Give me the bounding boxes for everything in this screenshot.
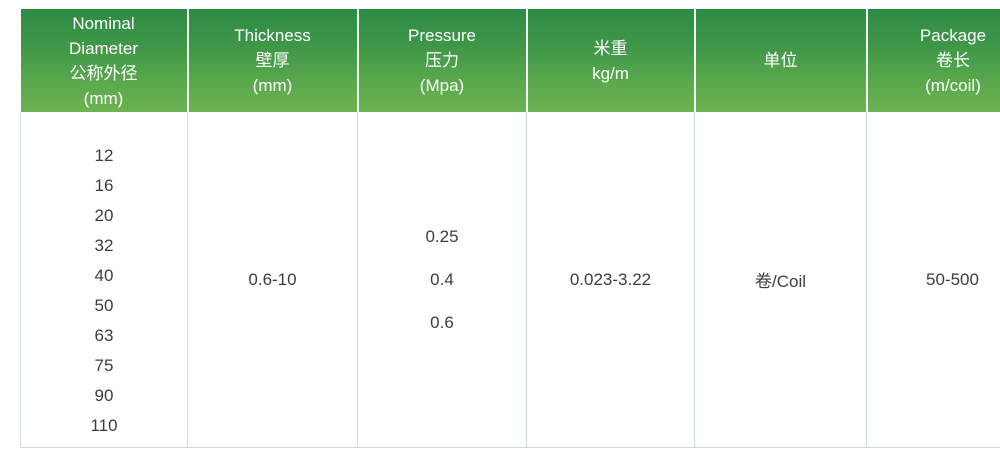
header-line-zh: 单位 <box>763 51 798 70</box>
list-item: 20 <box>94 205 114 225</box>
thickness-value: 0.6-10 <box>248 269 297 289</box>
header-line-zh: 压力 <box>425 51 459 70</box>
list-item: 32 <box>94 235 114 255</box>
list-item: 63 <box>94 325 114 345</box>
weight-per-meter-value: 0.023-3.22 <box>569 269 652 289</box>
list-item: 90 <box>94 385 114 405</box>
table-header-row: Nominal Diameter 公称外径 (mm) Thickness 壁厚 … <box>20 9 1000 112</box>
header-line-unit: (mm) <box>252 76 293 95</box>
specification-table: Nominal Diameter 公称外径 (mm) Thickness 壁厚 … <box>20 9 1000 448</box>
header-line-unit: (Mpa) <box>419 76 465 95</box>
list-item: 0.6 <box>430 313 454 332</box>
list-item: 12 <box>94 145 114 165</box>
column-header-thickness: Thickness 壁厚 (mm) <box>187 9 359 112</box>
nominal-diameter-value-list: 12 16 20 32 40 50 63 75 90 110 <box>21 119 187 441</box>
header-line-en: Pressure <box>407 26 477 45</box>
list-item: 75 <box>94 355 114 375</box>
list-item: 50 <box>94 295 114 315</box>
header-line-en: Thickness <box>234 26 311 45</box>
table-header: Nominal Diameter 公称外径 (mm) Thickness 壁厚 … <box>20 9 1000 112</box>
cell-unit: 卷/Coil <box>694 112 867 448</box>
package-value: 50-500 <box>926 269 979 289</box>
header-line-zh: 卷长 <box>936 51 970 70</box>
cell-pressure: 0.25 0.4 0.6 <box>357 112 527 448</box>
specification-table-container: Nominal Diameter 公称外径 (mm) Thickness 壁厚 … <box>20 9 1000 448</box>
header-line-zh: 米重 <box>593 38 628 58</box>
column-header-pressure: Pressure 压力 (Mpa) <box>357 9 528 112</box>
cell-thickness: 0.6-10 <box>187 112 358 448</box>
list-item: 0.4 <box>430 270 454 289</box>
header-line-zh: 公称外径 <box>69 63 138 83</box>
header-line-en: Package <box>919 26 987 45</box>
cell-weight-per-meter: 0.023-3.22 <box>526 112 695 448</box>
column-header-package: Package 卷长 (m/coil) <box>866 9 1000 112</box>
table-row: 12 16 20 32 40 50 63 75 90 110 0.6-10 <box>20 112 1000 448</box>
list-item: 40 <box>94 265 114 285</box>
header-line-unit: (m/coil) <box>925 76 981 95</box>
cell-package: 50-500 <box>866 112 1000 448</box>
column-header-unit: 单位 <box>694 9 868 112</box>
header-line-unit: (mm) <box>83 88 124 108</box>
header-line-unit: kg/m <box>592 63 629 83</box>
header-line-en: Nominal <box>72 13 135 33</box>
cell-nominal-diameter: 12 16 20 32 40 50 63 75 90 110 <box>20 112 188 448</box>
pressure-value-list: 0.25 0.4 0.6 <box>358 215 526 344</box>
header-line-en2: Diameter <box>69 38 138 58</box>
column-header-weight-per-meter: 米重 kg/m <box>526 9 696 112</box>
table-body: 12 16 20 32 40 50 63 75 90 110 0.6-10 <box>20 112 1000 448</box>
list-item: 110 <box>90 415 118 435</box>
list-item: 16 <box>94 175 114 195</box>
header-line-zh: 壁厚 <box>255 51 290 70</box>
unit-value: 卷/Coil <box>754 272 806 291</box>
column-header-nominal-diameter: Nominal Diameter 公称外径 (mm) <box>20 9 189 112</box>
list-item: 0.25 <box>425 227 459 246</box>
